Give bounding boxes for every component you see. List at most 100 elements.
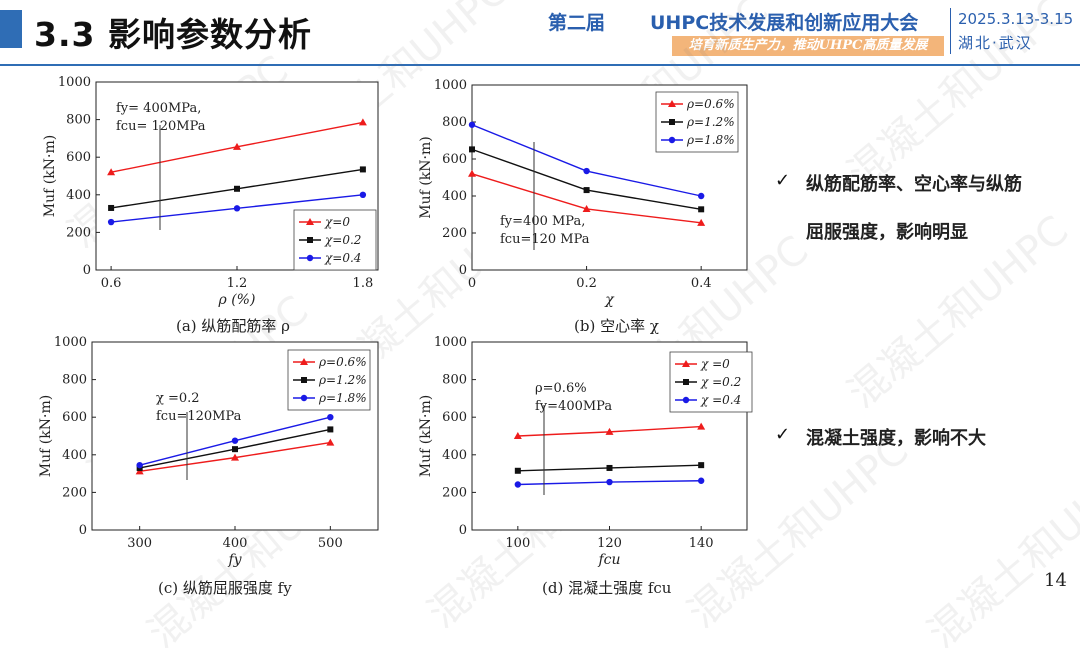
check-icon: ✓ bbox=[775, 170, 791, 191]
x-tick-label: 300 bbox=[127, 536, 152, 551]
data-point bbox=[231, 453, 239, 461]
y-tick-label: 600 bbox=[66, 150, 91, 165]
header-bar: 3.3 影响参数分析 第二届 UHPC技术发展和创新应用大会 培育新质生产力，推… bbox=[0, 0, 1080, 64]
data-point bbox=[697, 477, 705, 484]
data-point bbox=[606, 464, 613, 471]
annotation-text: fy= 400MPa, bbox=[116, 101, 201, 116]
data-point bbox=[606, 478, 613, 486]
legend-label: ρ=1.2% bbox=[318, 373, 367, 387]
x-tick-label: 140 bbox=[689, 536, 714, 551]
data-point bbox=[514, 481, 522, 488]
y-axis-label: Muf (kN·m) bbox=[42, 135, 58, 217]
y-tick-label: 1000 bbox=[434, 335, 467, 350]
legend-marker bbox=[300, 358, 308, 365]
data-point bbox=[698, 462, 705, 469]
legend-label: ρ=1.8% bbox=[318, 391, 367, 405]
data-point bbox=[232, 446, 238, 453]
y-axis-label: Muf (kN·m) bbox=[418, 395, 434, 477]
data-point bbox=[583, 187, 590, 194]
chart-c: 0 200 400 600 800 1000 300 400 500 fy Muf (kN·m) χ … bbox=[38, 335, 379, 568]
y-tick-label: 600 bbox=[442, 410, 467, 425]
legend-marker bbox=[683, 379, 689, 385]
x-tick-label: 120 bbox=[597, 536, 622, 551]
legend-label: χ =0.4 bbox=[700, 393, 741, 407]
legend-label: ρ=1.2% bbox=[686, 115, 735, 129]
y-tick-label: 1000 bbox=[434, 78, 467, 93]
bullet-1-line-2: 屈服强度，影响明显 bbox=[806, 222, 968, 243]
data-point bbox=[697, 422, 706, 430]
chart-a: 0 200 400 600 800 1000 0.6 1.2 1.8 ρ (%) Muf (kN·m… bbox=[42, 75, 379, 308]
data-point bbox=[233, 205, 241, 212]
legend-marker bbox=[306, 218, 314, 225]
data-point bbox=[136, 461, 143, 469]
legend-marker bbox=[669, 119, 675, 125]
data-point bbox=[513, 432, 522, 439]
x-tick-label: 1.2 bbox=[227, 276, 248, 291]
legend-marker bbox=[668, 136, 676, 144]
data-point bbox=[582, 204, 591, 212]
caption-a: (a) 纵筋配筋率 ρ bbox=[176, 317, 291, 335]
data-point bbox=[468, 121, 476, 128]
data-point bbox=[697, 218, 706, 226]
legend-label: ρ=0.6% bbox=[686, 97, 735, 111]
legend-marker bbox=[301, 377, 307, 383]
watermark-text: 混凝土和UHPC bbox=[919, 447, 1080, 657]
legend-label: χ=0 bbox=[324, 215, 350, 229]
legend-marker bbox=[682, 396, 690, 404]
x-axis-label: χ bbox=[604, 292, 615, 308]
y-tick-label: 0 bbox=[83, 263, 91, 278]
title-accent-bar bbox=[0, 10, 22, 48]
legend-marker bbox=[300, 394, 308, 402]
data-point bbox=[358, 118, 367, 126]
data-point bbox=[327, 426, 334, 433]
caption-c: (c) 纵筋屈服强度 fy bbox=[158, 579, 292, 597]
conference-name: UHPC技术发展和创新应用大会 bbox=[650, 12, 919, 34]
data-point bbox=[107, 168, 116, 176]
legend-label: ρ=1.8% bbox=[686, 133, 735, 147]
chart-d: 0 200 400 600 800 1000 100 120 140 fcu Muf (kN·m) ρ… bbox=[418, 335, 753, 568]
x-tick-label: 0.2 bbox=[576, 276, 597, 291]
data-point bbox=[469, 146, 475, 153]
check-icon: ✓ bbox=[775, 424, 791, 445]
data-point bbox=[233, 142, 241, 150]
x-tick-label: 0.6 bbox=[101, 276, 122, 291]
data-point bbox=[468, 169, 476, 177]
annotation-text: fy=400MPa bbox=[535, 399, 612, 414]
y-tick-label: 400 bbox=[442, 448, 467, 463]
legend-label: χ=0.2 bbox=[324, 233, 361, 247]
y-tick-label: 400 bbox=[442, 189, 467, 204]
conference-session: 第二届 bbox=[548, 12, 606, 34]
legend-label: χ =0.2 bbox=[700, 375, 741, 389]
data-point bbox=[231, 437, 239, 444]
legend-marker bbox=[668, 100, 676, 107]
legend-marker bbox=[306, 254, 314, 262]
conference-slogan: 培育新质生产力，推动UHPC高质量发展 bbox=[672, 36, 944, 56]
legend-label: ρ=0.6% bbox=[318, 355, 367, 369]
x-tick-label: 400 bbox=[223, 536, 248, 551]
caption-b: (b) 空心率 χ bbox=[574, 317, 659, 335]
legend-marker bbox=[307, 237, 313, 243]
legend-label: χ =0 bbox=[700, 357, 730, 371]
y-tick-label: 1000 bbox=[54, 335, 87, 350]
annotation-text: fcu= 120MPa bbox=[116, 119, 206, 134]
annotation-text: ρ=0.6% bbox=[535, 381, 587, 396]
caption-d: (d) 混凝土强度 fcu bbox=[542, 579, 672, 597]
y-axis-label: Muf (kN·m) bbox=[38, 395, 54, 477]
y-tick-label: 0 bbox=[459, 523, 467, 538]
x-axis-label: ρ (%) bbox=[218, 292, 256, 308]
y-tick-label: 600 bbox=[442, 152, 467, 167]
y-tick-label: 400 bbox=[62, 448, 87, 463]
bullet-1-line-1: 纵筋配筋率、空心率与纵筋 bbox=[806, 174, 1022, 195]
data-point bbox=[359, 166, 366, 173]
data-point bbox=[698, 206, 705, 213]
legend-label: χ=0.4 bbox=[324, 251, 361, 265]
y-tick-label: 200 bbox=[442, 226, 467, 241]
y-tick-label: 400 bbox=[66, 188, 91, 203]
x-axis-label: fy bbox=[227, 552, 242, 568]
bullet-2-line-1: 混凝土强度，影响不大 bbox=[806, 428, 986, 449]
y-tick-label: 800 bbox=[442, 373, 467, 388]
x-tick-label: 1.8 bbox=[353, 276, 374, 291]
header-divider bbox=[950, 8, 951, 54]
data-point bbox=[697, 192, 705, 200]
y-tick-label: 0 bbox=[79, 523, 87, 538]
